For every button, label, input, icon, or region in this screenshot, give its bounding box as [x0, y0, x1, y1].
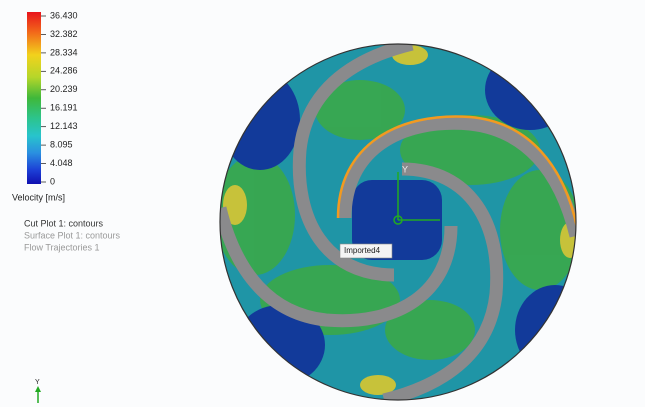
legend-tick-label: 20.239	[50, 84, 78, 94]
axis-label: Y	[35, 379, 40, 386]
color-scale	[27, 12, 41, 184]
impeller	[220, 44, 576, 400]
impeller-outline	[219, 43, 577, 401]
legend-tick-label: 32.382	[50, 29, 78, 39]
plot-name: Flow Trajectories 1	[24, 242, 100, 252]
view-triad: Y	[35, 379, 41, 403]
legend-tick-label: 16.191	[50, 103, 78, 113]
plot-name: Cut Plot 1: contours	[24, 218, 104, 228]
legend-tick-label: 0	[50, 176, 55, 186]
legend-title: Velocity [m/s]	[12, 192, 65, 202]
legend-tick-label: 12.143	[50, 121, 78, 131]
plot-name: Surface Plot 1: contours	[24, 230, 121, 240]
legend-tick-label: 24.286	[50, 66, 78, 76]
origin-triad: Y	[393, 164, 440, 225]
part-label-box	[339, 243, 393, 259]
legend-tick-label: 4.048	[50, 158, 73, 168]
axis-label: Y	[402, 164, 408, 174]
legend-tick-label: 28.334	[50, 47, 78, 57]
legend-tick-label: 8.095	[50, 139, 73, 149]
legend-tick-label: 36.430	[50, 10, 78, 20]
part-label: Imported4	[344, 246, 381, 255]
